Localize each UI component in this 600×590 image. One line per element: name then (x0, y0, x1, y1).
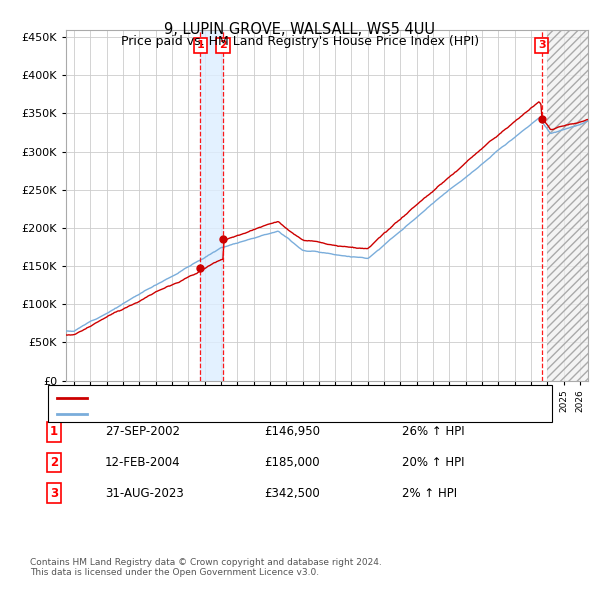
Text: 9, LUPIN GROVE, WALSALL, WS5 4UU (detached house): 9, LUPIN GROVE, WALSALL, WS5 4UU (detach… (93, 393, 402, 402)
Text: 20% ↑ HPI: 20% ↑ HPI (402, 456, 464, 469)
Text: 1: 1 (50, 425, 58, 438)
Text: £185,000: £185,000 (264, 456, 320, 469)
Text: 1: 1 (197, 40, 204, 50)
Bar (547, 30, 588, 381)
Text: 31-AUG-2023: 31-AUG-2023 (105, 487, 184, 500)
Text: £146,950: £146,950 (264, 425, 320, 438)
Bar (200, 30, 223, 381)
Text: 12-FEB-2004: 12-FEB-2004 (105, 456, 181, 469)
Text: Price paid vs. HM Land Registry's House Price Index (HPI): Price paid vs. HM Land Registry's House … (121, 35, 479, 48)
Text: 3: 3 (50, 487, 58, 500)
Text: £342,500: £342,500 (264, 487, 320, 500)
Text: 27-SEP-2002: 27-SEP-2002 (105, 425, 180, 438)
Text: Contains HM Land Registry data © Crown copyright and database right 2024.
This d: Contains HM Land Registry data © Crown c… (30, 558, 382, 577)
Text: HPI: Average price, detached house, Sandwell: HPI: Average price, detached house, Sand… (93, 409, 350, 419)
Text: 2% ↑ HPI: 2% ↑ HPI (402, 487, 457, 500)
Bar (547, 30, 588, 381)
Text: 9, LUPIN GROVE, WALSALL, WS5 4UU: 9, LUPIN GROVE, WALSALL, WS5 4UU (164, 22, 436, 37)
Text: 2: 2 (50, 456, 58, 469)
Text: 26% ↑ HPI: 26% ↑ HPI (402, 425, 464, 438)
Text: 3: 3 (538, 40, 545, 50)
Text: 2: 2 (219, 40, 227, 50)
